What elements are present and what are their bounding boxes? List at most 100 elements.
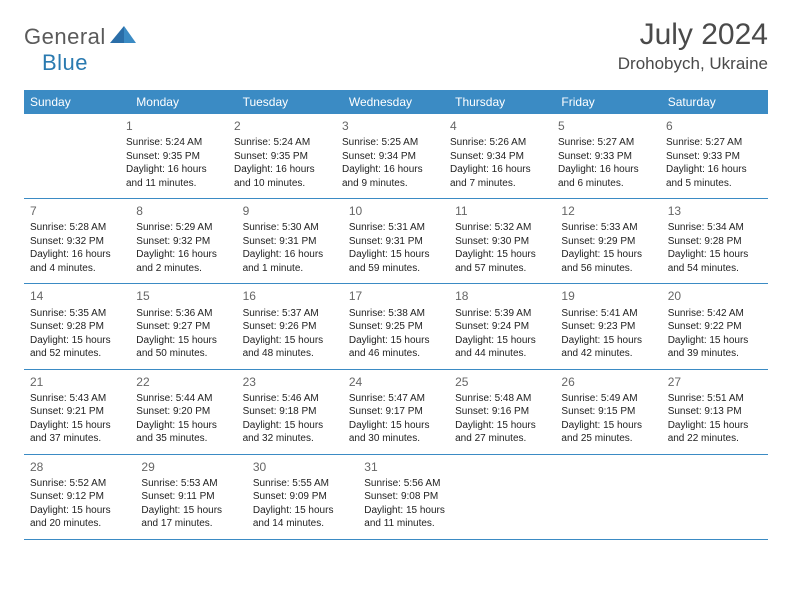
- sun-info: Sunrise: 5:32 AMSunset: 9:30 PMDaylight:…: [455, 221, 549, 275]
- sun-info: Sunrise: 5:31 AMSunset: 9:31 PMDaylight:…: [349, 221, 443, 275]
- calendar-page: General July 2024 Drohobych, Ukraine Blu…: [0, 0, 792, 558]
- day-number: 12: [561, 203, 655, 219]
- day-number: 10: [349, 203, 443, 219]
- day-number: 30: [253, 459, 352, 475]
- sun-info: Sunrise: 5:51 AMSunset: 9:13 PMDaylight:…: [668, 392, 762, 446]
- day-header: Monday: [130, 90, 236, 114]
- day-number: 8: [136, 203, 230, 219]
- day-cell: 28 Sunrise: 5:52 AMSunset: 9:12 PMDayligh…: [24, 455, 135, 539]
- day-cell: 3Sunrise: 5:25 AMSunset: 9:34 PMDaylight…: [336, 114, 444, 198]
- sun-info: Sunrise: 5:38 AMSunset: 9:25 PMDaylight:…: [349, 307, 443, 361]
- day-cell: 14Sunrise: 5:35 AMSunset: 9:28 PMDayligh…: [24, 284, 130, 368]
- day-cell: 22Sunrise: 5:44 AMSunset: 9:20 PMDayligh…: [130, 370, 236, 454]
- day-number: 19: [561, 288, 655, 304]
- day-number: 4: [450, 118, 546, 134]
- day-number: 7: [30, 203, 124, 219]
- title-block: July 2024 Drohobych, Ukraine: [618, 18, 768, 74]
- sun-info: Sunrise: 5:29 AMSunset: 9:32 PMDaylight:…: [136, 221, 230, 275]
- day-number: 18: [455, 288, 549, 304]
- day-cell: 31Sunrise: 5:56 AMSunset: 9:08 PMDayligh…: [358, 455, 469, 539]
- day-header: Wednesday: [343, 90, 449, 114]
- week-row: 14Sunrise: 5:35 AMSunset: 9:28 PMDayligh…: [24, 284, 768, 369]
- day-number: 15: [136, 288, 230, 304]
- day-cell: 19 Sunrise: 5:41 AMSunset: 9:23 PMDayligh…: [555, 284, 661, 368]
- week-row: 21Sunrise: 5:43 AMSunset: 9:21 PMDayligh…: [24, 370, 768, 455]
- logo-text-1: General: [24, 24, 106, 50]
- day-cell: 25Sunrise: 5:48 AMSunset: 9:16 PMDayligh…: [449, 370, 555, 454]
- sun-info: Sunrise: 5:43 AMSunset: 9:21 PMDaylight:…: [30, 392, 124, 446]
- sun-info: Sunrise: 5:26 AMSunset: 9:34 PMDaylight:…: [450, 136, 546, 190]
- day-number: 31: [364, 459, 463, 475]
- sun-info: Sunrise: 5:25 AMSunset: 9:34 PMDaylight:…: [342, 136, 438, 190]
- day-number: 28: [30, 459, 129, 475]
- sun-info: Sunrise: 5:36 AMSunset: 9:27 PMDaylight:…: [136, 307, 230, 361]
- logo-triangle-icon: [110, 26, 136, 49]
- calendar: SundayMondayTuesdayWednesdayThursdayFrid…: [24, 90, 768, 540]
- day-cell: 10 Sunrise: 5:31 AMSunset: 9:31 PMDayligh…: [343, 199, 449, 283]
- day-cell: 18 Sunrise: 5:39 AMSunset: 9:24 PMDayligh…: [449, 284, 555, 368]
- day-header: Saturday: [662, 90, 768, 114]
- sun-info: Sunrise: 5:42 AMSunset: 9:22 PMDaylight:…: [668, 307, 762, 361]
- day-number: 5: [558, 118, 654, 134]
- logo: General: [24, 24, 136, 50]
- sun-info: Sunrise: 5:24 AMSunset: 9:35 PMDaylight:…: [234, 136, 330, 190]
- sun-info: Sunrise: 5:39 AMSunset: 9:24 PMDaylight:…: [455, 307, 549, 361]
- day-cell: 16 Sunrise: 5:37 AMSunset: 9:26 PMDayligh…: [237, 284, 343, 368]
- day-number: 22: [136, 374, 230, 390]
- week-row: 1 Sunrise: 5:24 AMSunset: 9:35 PMDaylight…: [24, 114, 768, 199]
- day-number: 26: [561, 374, 655, 390]
- day-cell: 12 Sunrise: 5:33 AMSunset: 9:29 PMDayligh…: [555, 199, 661, 283]
- day-cell: 9Sunrise: 5:30 AMSunset: 9:31 PMDaylight…: [237, 199, 343, 283]
- sun-info: Sunrise: 5:34 AMSunset: 9:28 PMDaylight:…: [668, 221, 762, 275]
- day-cell: 21Sunrise: 5:43 AMSunset: 9:21 PMDayligh…: [24, 370, 130, 454]
- day-number: 29: [141, 459, 240, 475]
- day-cell: 17 Sunrise: 5:38 AMSunset: 9:25 PMDayligh…: [343, 284, 449, 368]
- day-cell: 4 Sunrise: 5:26 AMSunset: 9:34 PMDaylight…: [444, 114, 552, 198]
- day-header: Sunday: [24, 90, 130, 114]
- empty-cell: [669, 455, 768, 539]
- sun-info: Sunrise: 5:55 AMSunset: 9:09 PMDaylight:…: [253, 477, 352, 531]
- day-cell: 13 Sunrise: 5:34 AMSunset: 9:28 PMDayligh…: [662, 199, 768, 283]
- day-number: 16: [243, 288, 337, 304]
- day-cell: 2 Sunrise: 5:24 AMSunset: 9:35 PMDaylight…: [228, 114, 336, 198]
- sun-info: Sunrise: 5:30 AMSunset: 9:31 PMDaylight:…: [243, 221, 337, 275]
- sun-info: Sunrise: 5:47 AMSunset: 9:17 PMDaylight:…: [349, 392, 443, 446]
- day-number: 13: [668, 203, 762, 219]
- day-number: 11: [455, 203, 549, 219]
- sun-info: Sunrise: 5:46 AMSunset: 9:18 PMDaylight:…: [243, 392, 337, 446]
- day-cell: 15 Sunrise: 5:36 AMSunset: 9:27 PMDayligh…: [130, 284, 236, 368]
- day-cell: 26 Sunrise: 5:49 AMSunset: 9:15 PMDayligh…: [555, 370, 661, 454]
- sun-info: Sunrise: 5:41 AMSunset: 9:23 PMDaylight:…: [561, 307, 655, 361]
- sun-info: Sunrise: 5:28 AMSunset: 9:32 PMDaylight:…: [30, 221, 124, 275]
- sun-info: Sunrise: 5:49 AMSunset: 9:15 PMDaylight:…: [561, 392, 655, 446]
- day-number: 20: [668, 288, 762, 304]
- day-cell: 11 Sunrise: 5:32 AMSunset: 9:30 PMDayligh…: [449, 199, 555, 283]
- day-header: Tuesday: [237, 90, 343, 114]
- day-cell: 24 Sunrise: 5:47 AMSunset: 9:17 PMDayligh…: [343, 370, 449, 454]
- month-title: July 2024: [618, 18, 768, 52]
- day-header-row: SundayMondayTuesdayWednesdayThursdayFrid…: [24, 90, 768, 114]
- day-number: 17: [349, 288, 443, 304]
- day-cell: 27Sunrise: 5:51 AMSunset: 9:13 PMDayligh…: [662, 370, 768, 454]
- sun-info: Sunrise: 5:37 AMSunset: 9:26 PMDaylight:…: [243, 307, 337, 361]
- day-cell: 20 Sunrise: 5:42 AMSunset: 9:22 PMDayligh…: [662, 284, 768, 368]
- day-number: 2: [234, 118, 330, 134]
- sun-info: Sunrise: 5:24 AMSunset: 9:35 PMDaylight:…: [126, 136, 222, 190]
- logo-text-2: Blue: [42, 50, 88, 76]
- day-cell: 30 Sunrise: 5:55 AMSunset: 9:09 PMDayligh…: [247, 455, 358, 539]
- day-number: 14: [30, 288, 124, 304]
- day-cell: 6 Sunrise: 5:27 AMSunset: 9:33 PMDaylight…: [660, 114, 768, 198]
- sun-info: Sunrise: 5:27 AMSunset: 9:33 PMDaylight:…: [666, 136, 762, 190]
- sun-info: Sunrise: 5:33 AMSunset: 9:29 PMDaylight:…: [561, 221, 655, 275]
- sun-info: Sunrise: 5:53 AMSunset: 9:11 PMDaylight:…: [141, 477, 240, 531]
- empty-cell: [470, 455, 569, 539]
- day-header: Friday: [555, 90, 661, 114]
- day-number: 25: [455, 374, 549, 390]
- day-cell: 7 Sunrise: 5:28 AMSunset: 9:32 PMDaylight…: [24, 199, 130, 283]
- sun-info: Sunrise: 5:52 AMSunset: 9:12 PMDaylight:…: [30, 477, 129, 531]
- day-number: 6: [666, 118, 762, 134]
- day-number: 1: [126, 118, 222, 134]
- day-number: 24: [349, 374, 443, 390]
- day-cell: 5Sunrise: 5:27 AMSunset: 9:33 PMDaylight…: [552, 114, 660, 198]
- day-cell: 29 Sunrise: 5:53 AMSunset: 9:11 PMDayligh…: [135, 455, 246, 539]
